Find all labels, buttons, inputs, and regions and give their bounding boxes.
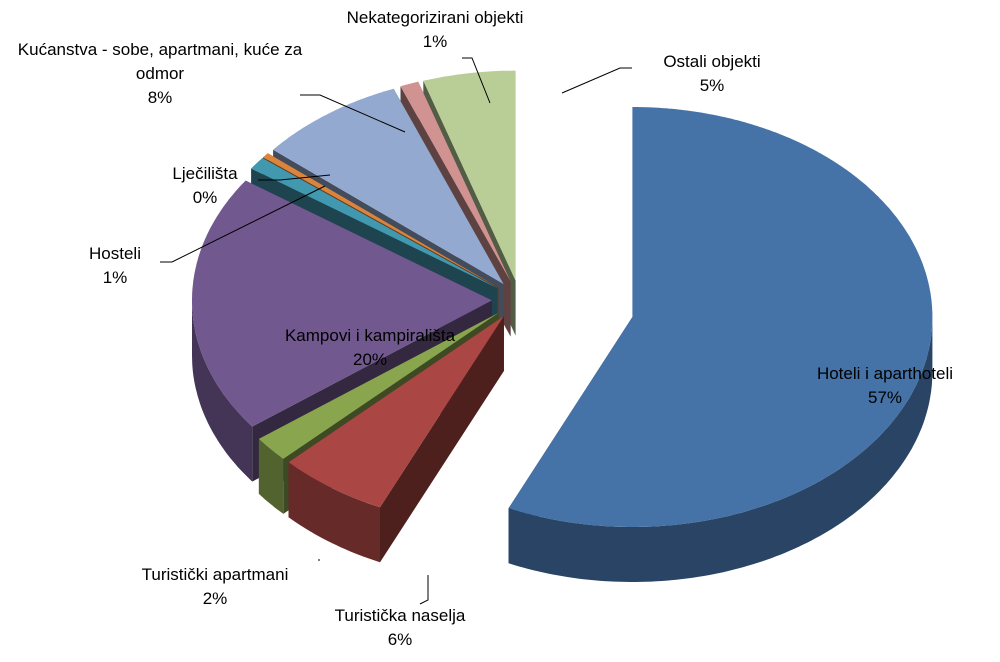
slice-side <box>258 438 284 514</box>
slice-category: Turistička naselja <box>334 606 466 625</box>
slice <box>263 153 499 288</box>
slice-category: Lječilišta <box>172 164 238 183</box>
slice <box>192 180 492 427</box>
leader-line <box>419 575 429 605</box>
slice-value: 20% <box>352 350 388 369</box>
slice <box>400 81 511 282</box>
slice-value: 6% <box>387 630 413 649</box>
slice <box>508 107 933 527</box>
slice-label: Turistička naselja 6% <box>290 604 510 652</box>
leader-line <box>300 94 406 133</box>
slice-label: Ostali objekti 5% <box>622 50 802 98</box>
slice-side <box>380 316 504 563</box>
slice-label: Turistički apartmani 2% <box>95 563 335 611</box>
slice-label: Nekategorizirani objekti 1% <box>295 6 575 54</box>
slice-category: Hosteli <box>89 244 141 263</box>
slice <box>423 70 516 281</box>
slice-label: Kućanstva - sobe, apartmani, kuće za odm… <box>10 38 310 110</box>
slice-category: Ostali objekti <box>663 52 761 71</box>
slice-value: 2% <box>202 589 228 608</box>
slice-category: Kućanstva - sobe, apartmani, kuće za odm… <box>17 40 303 83</box>
leader-line <box>561 67 632 94</box>
slice <box>288 316 504 508</box>
slice-value: 1% <box>422 32 448 51</box>
leader-line <box>258 174 331 181</box>
slice-value: 8% <box>147 88 173 107</box>
slice-value: 57% <box>867 388 903 407</box>
slice-side <box>508 317 933 582</box>
slice-category: Hoteli i aparthoteli <box>816 364 954 383</box>
slice <box>251 158 498 289</box>
slice-label: Kampovi i kampirališta 20% <box>240 324 500 372</box>
slice-side <box>288 462 380 563</box>
slice-value: 5% <box>699 76 725 95</box>
slice-category: Turistički apartmani <box>141 565 289 584</box>
slice <box>258 312 499 459</box>
slice-label: Hosteli 1% <box>65 242 165 290</box>
leader-line <box>160 185 326 263</box>
slice-value: 0% <box>192 188 218 207</box>
slice-value: 1% <box>102 268 128 287</box>
slice-label: Hoteli i aparthoteli 57% <box>775 362 995 410</box>
slice <box>273 88 504 285</box>
slice-category: Nekategorizirani objekti <box>346 8 524 27</box>
leader-line <box>462 57 491 104</box>
slice-category: Kampovi i kampirališta <box>284 326 456 345</box>
slice-side <box>192 300 253 482</box>
slice-label: Lječilišta 0% <box>145 162 265 210</box>
